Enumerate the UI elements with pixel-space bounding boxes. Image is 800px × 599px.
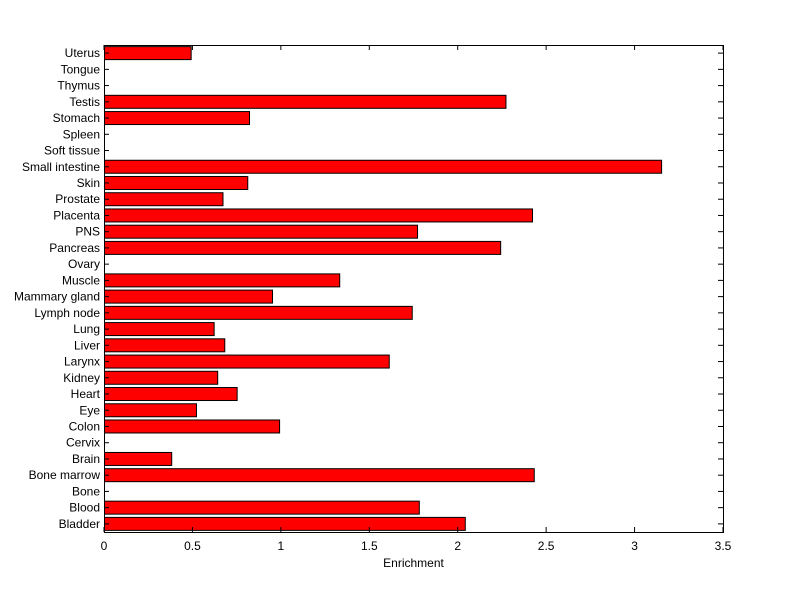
y-tick-label: Bone	[72, 484, 100, 498]
y-tick-label: Ovary	[68, 257, 100, 271]
bar-larynx	[104, 354, 390, 369]
y-tick-label: Mammary gland	[14, 290, 100, 304]
x-tick-label: 0.5	[184, 539, 201, 553]
y-tick-label: Larynx	[64, 355, 100, 369]
bar-mammary-gland	[104, 289, 274, 304]
y-tick-label: Lung	[73, 322, 100, 336]
bar-eye	[104, 403, 197, 418]
x-tick-label: 1	[278, 539, 285, 553]
bar-uterus	[104, 46, 192, 61]
y-tick-label: Heart	[71, 387, 101, 401]
bar-pns	[104, 224, 419, 239]
bar-brain	[104, 451, 173, 466]
bar-lymph-node	[104, 305, 413, 320]
y-tick-label: Lymph node	[34, 306, 100, 320]
y-tick-label: Uterus	[65, 46, 100, 60]
y-tick-label: Blood	[69, 501, 100, 515]
y-tick-label: Pancreas	[49, 241, 100, 255]
axes-frame	[104, 45, 724, 533]
plot-area	[104, 45, 723, 532]
x-tick-label: 3	[631, 539, 638, 553]
y-tick-label: Stomach	[53, 111, 100, 125]
bar-skin	[104, 175, 249, 190]
y-tick-label: Skin	[77, 176, 100, 190]
y-tick-label: PNS	[75, 225, 100, 239]
bar-kidney	[104, 370, 219, 385]
x-tick-label: 1.5	[361, 539, 378, 553]
bar-colon	[104, 419, 281, 434]
y-tick-label: Cervix	[66, 436, 100, 450]
y-tick-label: Small intestine	[22, 160, 100, 174]
y-tick-label: Prostate	[55, 192, 100, 206]
bar-heart	[104, 387, 238, 402]
x-tick-label: 2	[454, 539, 461, 553]
bar-bone-marrow	[104, 468, 535, 483]
y-tick-label: Soft tissue	[44, 144, 100, 158]
bar-muscle	[104, 273, 341, 288]
x-tick-label: 2.5	[538, 539, 555, 553]
y-tick-label: Muscle	[62, 273, 100, 287]
x-axis-label: Enrichment	[383, 556, 444, 570]
y-tick-label: Spleen	[63, 127, 100, 141]
bar-small-intestine	[104, 159, 663, 174]
bar-blood	[104, 500, 420, 515]
bar-lung	[104, 322, 215, 337]
bar-liver	[104, 338, 226, 353]
x-tick-label: 3.5	[715, 539, 732, 553]
y-tick-label: Bone marrow	[29, 468, 101, 482]
bar-bladder	[104, 516, 466, 531]
bar-placenta	[104, 208, 533, 223]
y-tick-label: Thymus	[57, 79, 100, 93]
x-ticks-group: 0 0.5 1 1.5 2 2.5 3 3.5	[101, 45, 732, 553]
y-tick-label: Liver	[74, 338, 100, 352]
y-tick-label: Kidney	[63, 371, 100, 385]
bar-pancreas	[104, 240, 502, 255]
bar-prostate	[104, 192, 224, 207]
bar-testis	[104, 94, 507, 109]
y-tick-label: Brain	[72, 452, 100, 466]
bar-stomach	[104, 111, 251, 126]
y-tick-label: Placenta	[53, 208, 100, 222]
y-tick-label: Tongue	[61, 62, 101, 76]
y-tick-label: Testis	[69, 95, 100, 109]
x-tick-label: 0	[101, 539, 108, 553]
y-tick-label: Eye	[79, 403, 100, 417]
y-tick-label: Bladder	[59, 517, 100, 531]
y-tick-label: Colon	[69, 419, 100, 433]
